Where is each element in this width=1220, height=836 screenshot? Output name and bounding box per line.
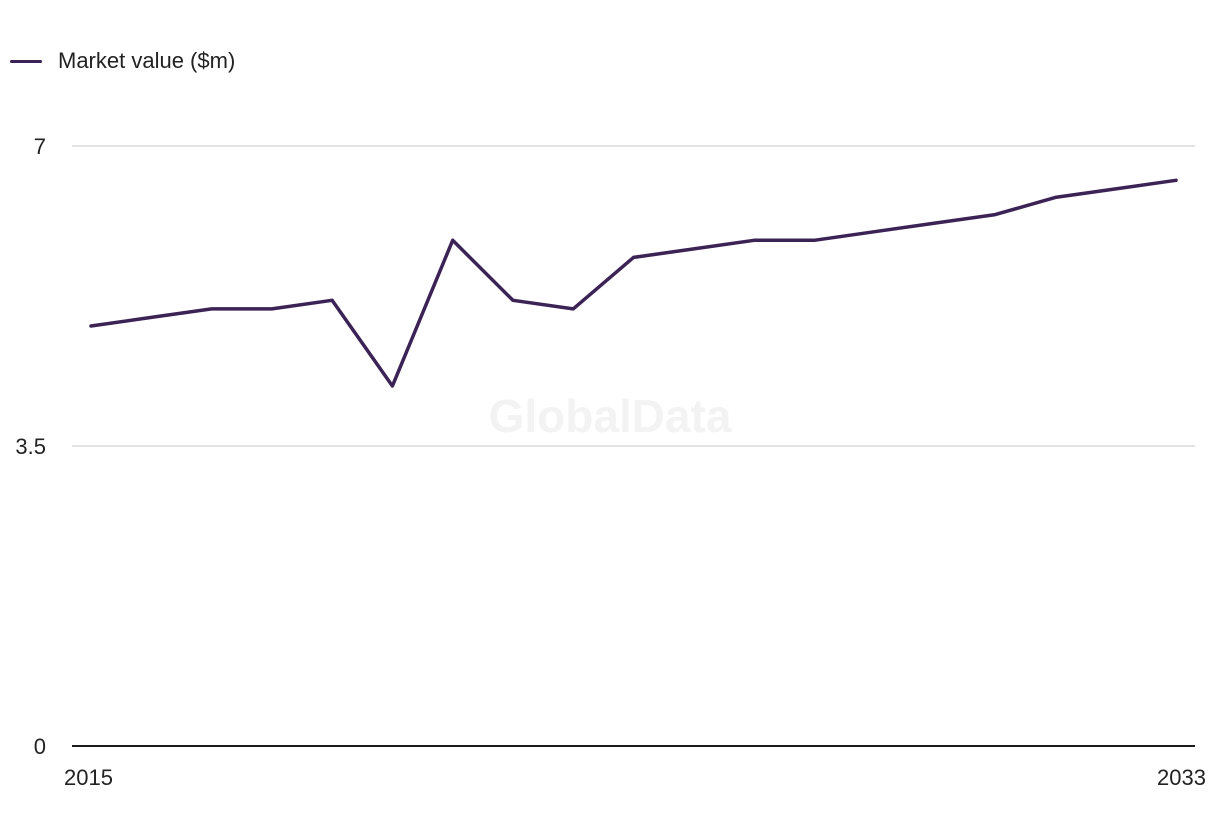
x-tick-label: 2015 <box>64 765 113 790</box>
y-tick-label: 0 <box>34 734 46 759</box>
y-tick-label: 7 <box>34 134 46 159</box>
y-tick-label: 3.5 <box>15 434 46 459</box>
legend-label: Market value ($m) <box>58 48 236 73</box>
series <box>89 178 1178 388</box>
legend: Market value ($m) <box>10 46 235 76</box>
series-line <box>89 178 1178 388</box>
x-tick-label: 2033 <box>1157 765 1206 790</box>
tick-labels: 0 3.5 7 2015 2033 <box>15 134 1206 790</box>
gridlines <box>72 145 1195 447</box>
legend-swatch <box>10 59 42 63</box>
watermark: GlobalData <box>489 390 732 442</box>
